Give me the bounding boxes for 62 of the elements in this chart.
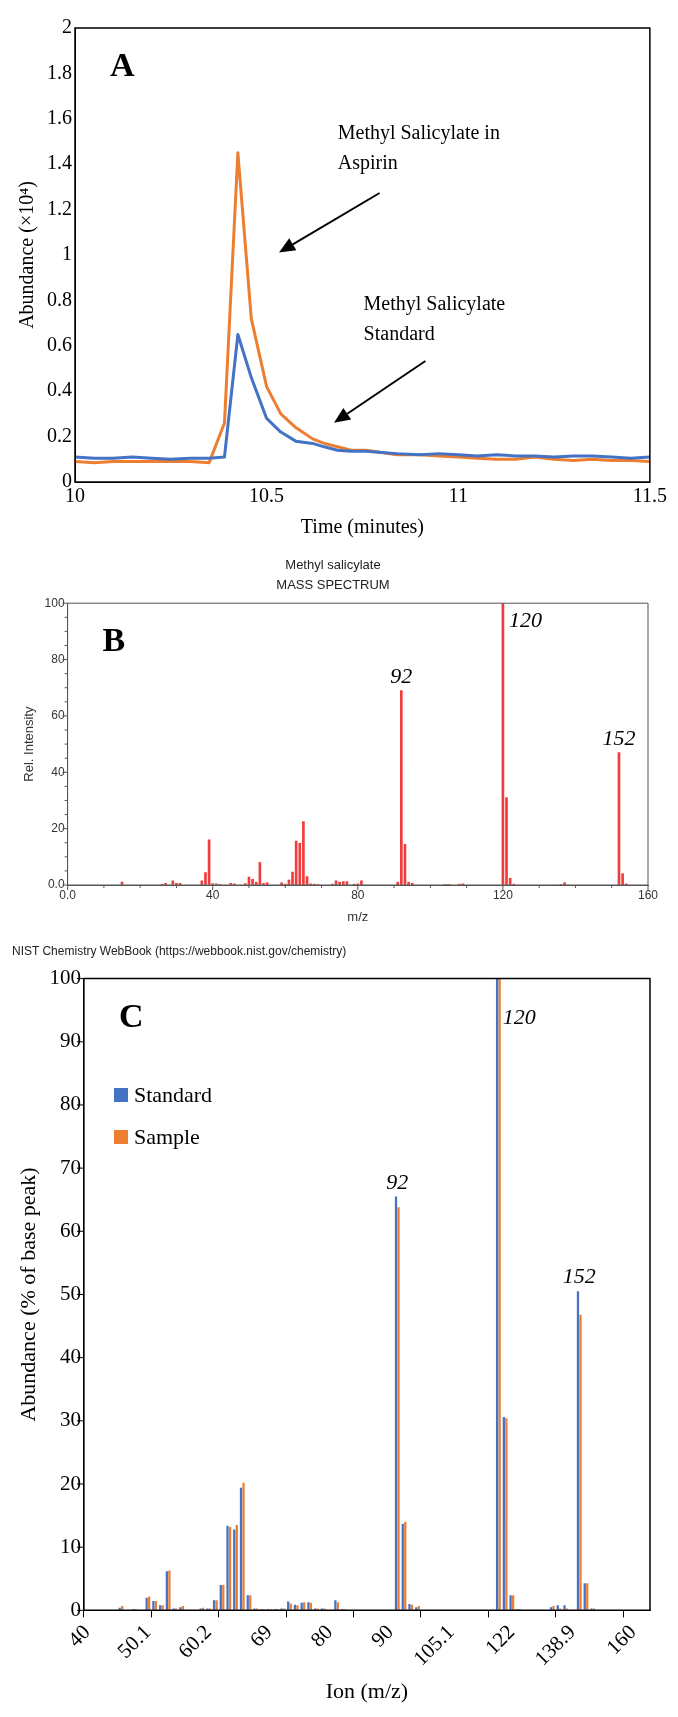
y-tick-label: 60 <box>59 1217 81 1242</box>
annotation: Methyl Salicylate in Aspirin <box>337 121 500 175</box>
annotation: C <box>118 996 144 1034</box>
y-tick-label: 20 <box>59 1470 81 1495</box>
x-axis-title: Ion (m/z) <box>325 1677 409 1703</box>
y-tick-label: 80 <box>59 1091 81 1116</box>
y-tick-label: 1.4 <box>47 151 72 174</box>
y-tick-label: 70 <box>59 1154 81 1179</box>
y-tick-label: 10 <box>59 1533 81 1558</box>
x-tick-label: 160 <box>637 887 659 902</box>
annotation: 92 <box>390 662 413 688</box>
y-tick-label: 1 <box>62 242 72 265</box>
x-tick-label: 11 <box>448 484 468 507</box>
x-tick-label: 60.2 <box>173 1619 217 1663</box>
y-tick-label: 30 <box>59 1407 81 1432</box>
x-tick-label: 80 <box>351 887 365 902</box>
y-tick-label: 20 <box>51 820 65 835</box>
y-tick-label: 1.6 <box>47 106 72 129</box>
y-tick-label: 90 <box>59 1028 81 1053</box>
y-axis-title: Abundance (×10⁴) <box>15 181 39 329</box>
annotation: 120 <box>508 607 542 633</box>
x-tick-label: 11.5 <box>632 484 667 507</box>
x-tick-label: 160 <box>601 1619 641 1659</box>
y-tick-label: 60 <box>51 708 65 723</box>
x-tick-label: 50.1 <box>112 1619 156 1663</box>
x-tick-label: 80 <box>305 1619 338 1652</box>
annotation: Methyl Salicylate Standard <box>363 291 506 344</box>
x-tick-label: 10.5 <box>249 484 285 507</box>
chart-subtitle: MASS SPECTRUM <box>276 576 390 592</box>
annotation: 152 <box>562 1263 596 1289</box>
y-tick-label: 1.2 <box>47 196 72 219</box>
y-axis-title: Abundance (% of base peak) <box>14 1167 40 1422</box>
y-tick-label: 0.8 <box>47 287 72 310</box>
y-tick-label: 40 <box>51 764 65 779</box>
annotation: 152 <box>602 724 636 750</box>
y-tick-label: 0.2 <box>47 423 72 446</box>
legend-label: Standard <box>133 1081 213 1108</box>
y-tick-label: 2 <box>62 15 72 38</box>
chart-title: Methyl salicylate <box>285 557 381 573</box>
annotation: 120 <box>502 1003 536 1029</box>
legend-label: Sample <box>133 1123 200 1150</box>
annotation: A <box>110 46 135 83</box>
y-tick-label: 40 <box>59 1344 81 1369</box>
text: NIST Chemistry WebBook (https://webbook.nist.gov/chemistry) <box>12 944 347 958</box>
x-axis-title: Time (minutes) <box>300 515 425 539</box>
x-tick-label: 69 <box>244 1619 277 1652</box>
x-tick-label: 40 <box>206 887 220 902</box>
y-tick-label: 0.6 <box>47 333 72 356</box>
y-tick-label: 1.8 <box>47 60 72 83</box>
x-axis-title: m/z <box>347 908 369 924</box>
y-tick-label: 0.4 <box>47 378 72 401</box>
y-tick-label: 0 <box>70 1596 81 1621</box>
x-tick-label: 122 <box>480 1619 520 1659</box>
x-tick-label: 90 <box>366 1619 398 1652</box>
annotation: 92 <box>386 1168 409 1194</box>
x-tick-label: 120 <box>492 887 514 902</box>
y-tick-label: 80 <box>51 651 65 666</box>
y-tick-label: 50 <box>59 1281 81 1305</box>
annotation: B <box>102 621 126 659</box>
y-axis-title: Rel. Intensity <box>21 706 37 782</box>
y-tick-label: 100 <box>44 595 65 610</box>
y-tick-label: 100 <box>49 965 81 990</box>
